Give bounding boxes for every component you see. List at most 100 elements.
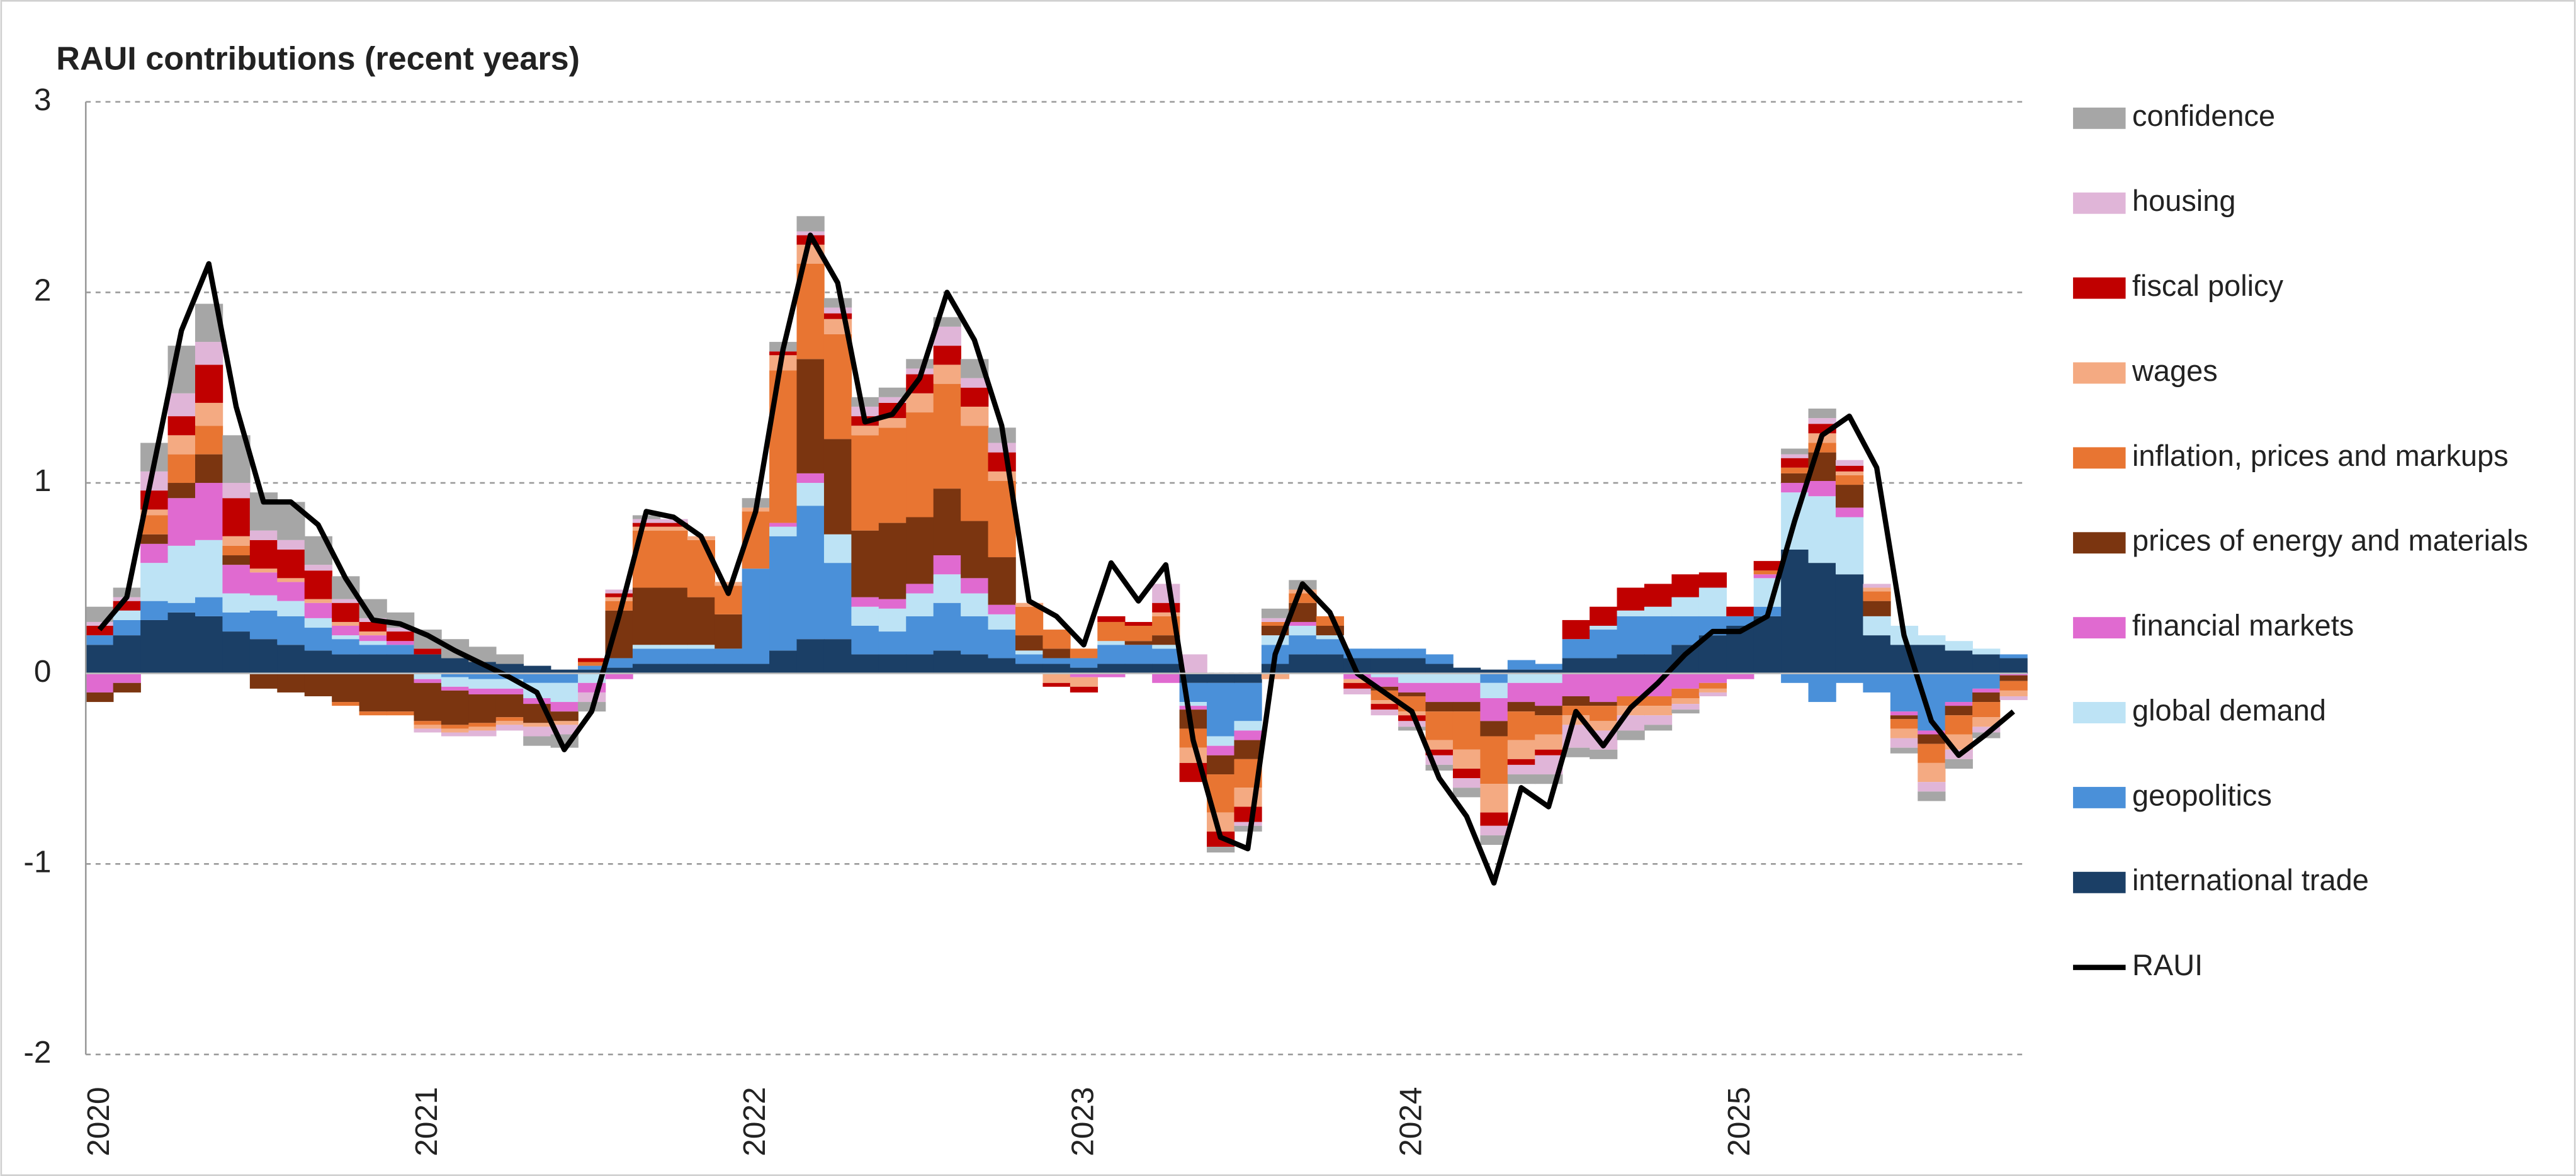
bar-segment	[851, 530, 879, 597]
bar-segment	[823, 307, 852, 314]
bar-segment	[1480, 682, 1508, 699]
bar-segment	[660, 587, 688, 645]
bar-segment	[495, 694, 524, 718]
bar-segment	[660, 530, 688, 588]
bar-segment	[1671, 704, 1700, 710]
bar-segment	[1480, 673, 1508, 683]
bar-segment	[1698, 587, 1727, 616]
bar-segment	[414, 648, 442, 655]
bar-segment	[1070, 677, 1099, 687]
bar-segment	[906, 517, 934, 584]
bar-segment	[1562, 673, 1590, 696]
bar-segment	[304, 618, 332, 628]
bar-segment	[195, 616, 223, 674]
bar-segment	[1590, 749, 1618, 759]
bar-segment	[441, 728, 470, 733]
bar-segment	[1289, 621, 1317, 626]
bar-segment	[1452, 778, 1481, 788]
bar-segment	[1590, 606, 1618, 626]
bar-segment	[906, 616, 934, 655]
bar-segment	[1890, 715, 1919, 720]
bar-segment	[140, 509, 169, 516]
bar-segment	[1671, 597, 1700, 616]
bar-segment	[1207, 673, 1235, 683]
x-tick-label: 2020	[81, 1087, 116, 1156]
bar-segment	[277, 616, 305, 645]
bar-segment	[1234, 673, 1262, 683]
bar-segment	[796, 359, 825, 473]
bar-segment	[605, 667, 633, 674]
bar-segment	[1918, 762, 1946, 783]
bar-segment	[1507, 740, 1536, 759]
bar-segment	[1480, 698, 1508, 721]
bar-segment	[961, 378, 989, 388]
bar-segment	[1343, 682, 1372, 689]
bar-segment	[1890, 728, 1919, 738]
bar-segment	[878, 599, 907, 609]
bar-segment	[550, 682, 579, 703]
bar-segment	[1808, 673, 1836, 703]
bar-segment	[933, 489, 961, 556]
bar-segment	[796, 639, 825, 674]
bar-segment	[1671, 616, 1700, 645]
bar-segment	[1234, 730, 1262, 740]
bar-segment	[1343, 688, 1372, 694]
bar-segment	[1124, 664, 1153, 674]
bar-segment	[222, 631, 251, 674]
bar-segment	[1918, 791, 1946, 801]
bar-segment	[1370, 677, 1399, 687]
bar-segment	[1808, 496, 1836, 563]
bar-segment	[332, 635, 360, 640]
bar-segment	[1097, 645, 1126, 664]
bar-segment	[1863, 616, 1891, 636]
bar-segment	[632, 664, 661, 674]
bar-segment	[1590, 702, 1618, 706]
bar-segment	[961, 578, 989, 594]
bar-segment	[1097, 621, 1126, 642]
bar-segment	[1535, 749, 1563, 755]
bar-segment	[304, 650, 332, 674]
bar-segment	[878, 631, 907, 655]
bar-segment	[578, 662, 606, 666]
bar-segment	[1370, 710, 1399, 716]
bar-segment	[1945, 706, 1973, 716]
legend-label: inflation, prices and markups	[2132, 439, 2509, 472]
bar-segment	[1507, 774, 1536, 784]
bar-segment	[304, 673, 332, 696]
bar-segment	[304, 599, 332, 603]
bar-segment	[1015, 664, 1044, 674]
bar-segment	[796, 483, 825, 506]
bar-segment	[332, 702, 360, 706]
y-tick-label: 0	[34, 653, 52, 689]
bar-segment	[86, 645, 114, 674]
bar-segment	[988, 614, 1016, 630]
bar-segment	[1918, 730, 1946, 735]
bar-segment	[988, 443, 1016, 453]
bar-segment	[1535, 734, 1563, 750]
bar-segment	[1316, 639, 1344, 655]
bar-segment	[1863, 584, 1891, 588]
bar-segment	[660, 645, 688, 649]
bar-segment	[1480, 669, 1508, 674]
bar-segment	[1726, 673, 1754, 679]
bar-segment	[222, 555, 251, 565]
bar-segment	[1999, 690, 2028, 696]
bar-segment	[113, 635, 141, 674]
bar-segment	[140, 543, 169, 563]
bar-segment	[1015, 606, 1044, 636]
bar-segment	[1097, 641, 1126, 645]
bar-segment	[1999, 681, 2028, 691]
bar-segment	[1261, 608, 1290, 618]
bar-segment	[222, 483, 251, 499]
bar-segment	[851, 426, 879, 436]
bar-segment	[660, 664, 688, 674]
bar-segment	[249, 610, 278, 640]
bar-segment	[1835, 517, 1864, 575]
bar-segment	[1015, 650, 1044, 655]
bar-segment	[1370, 686, 1399, 691]
bar-segment	[1671, 710, 1700, 714]
bar-segment	[523, 673, 551, 683]
bar-segment	[1425, 664, 1454, 674]
bar-segment	[523, 665, 551, 674]
bar-segment	[1179, 706, 1207, 710]
